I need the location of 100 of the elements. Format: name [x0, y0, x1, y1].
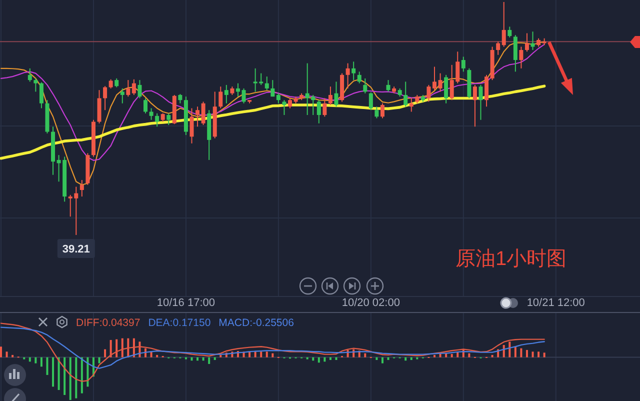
candlestick: [368, 92, 373, 111]
candlestick: [166, 112, 171, 126]
bar: [121, 338, 124, 358]
bar: [450, 354, 453, 358]
candlestick: [513, 34, 518, 72]
candlestick: [524, 32, 529, 52]
candlestick: [316, 100, 321, 124]
bar: [0, 346, 2, 358]
x-tick-label: 10/20 02:00: [342, 297, 400, 309]
bar: [324, 357, 326, 362]
bar: [208, 357, 210, 364]
candlestick: [484, 74, 489, 108]
candlestick: [39, 82, 44, 109]
bar: [110, 340, 112, 358]
bar: [526, 350, 528, 358]
x-tick-label: 10/21 12:00: [526, 297, 585, 309]
candlestick: [502, 2, 506, 48]
candlestick: [218, 86, 223, 109]
candlestick: [236, 82, 240, 98]
candlestick: [432, 66, 436, 91]
candlestick: [386, 80, 390, 92]
candlestick: [444, 74, 448, 104]
bar: [491, 354, 494, 358]
bar: [104, 349, 106, 358]
bar: [40, 357, 42, 367]
candlestick: [242, 88, 246, 104]
text: 原油1小时图: [455, 248, 567, 270]
series-label: DIFF:0.04397: [76, 317, 140, 329]
bar: [98, 357, 100, 364]
bar: [254, 352, 256, 358]
bar: [34, 357, 37, 364]
bar: [266, 352, 268, 358]
candlestick: [276, 92, 280, 104]
bar: [220, 354, 222, 358]
candlestick: [126, 80, 130, 98]
candlestick: [264, 76, 269, 91]
candlestick: [346, 62, 350, 89]
candlestick: [357, 71, 362, 84]
candlestick: [322, 98, 327, 118]
bar: [58, 357, 60, 390]
candlestick: [472, 84, 477, 128]
candlestick: [404, 81, 408, 108]
candlestick: [461, 56, 466, 72]
candlestick: [374, 106, 379, 119]
candlestick: [519, 46, 524, 69]
candlestick: [155, 112, 160, 128]
x-tick-label: 10/16 17:00: [156, 297, 216, 309]
candlestick: [508, 26, 512, 38]
bar: [410, 357, 412, 360]
bar: [318, 357, 320, 363]
bar: [46, 357, 48, 375]
bar: [214, 357, 216, 360]
bar: [12, 354, 14, 358]
bar: [514, 346, 516, 358]
bar: [28, 357, 31, 362]
candlestick: [352, 61, 356, 81]
bar: [260, 352, 262, 358]
candlestick: [270, 80, 275, 98]
bar: [52, 357, 54, 387]
candlestick: [149, 108, 154, 120]
candlestick: [120, 88, 124, 104]
bar: [502, 344, 505, 358]
candlestick: [144, 98, 148, 114]
bar: [538, 352, 540, 358]
candlestick: [363, 78, 368, 94]
bar: [75, 357, 78, 398]
candlestick: [409, 98, 414, 112]
annotation: MACD:-0.25506: [218, 317, 294, 329]
candlestick: [196, 106, 200, 128]
candlestick: [288, 98, 292, 109]
candlestick: [190, 108, 194, 144]
bar: [543, 352, 546, 358]
annotation: 39.21: [62, 243, 90, 256]
candlestick: [138, 80, 142, 99]
candlestick: [80, 179, 84, 198]
candlestick: [97, 90, 102, 124]
bar: [156, 354, 158, 358]
candlestick: [496, 41, 500, 56]
candlestick: [478, 84, 483, 120]
bar: [532, 352, 534, 358]
candlestick: [103, 86, 108, 111]
bar: [520, 348, 522, 358]
candlestick: [282, 100, 286, 116]
bar: [508, 342, 511, 358]
candlestick: [426, 84, 431, 102]
candlestick: [132, 78, 136, 96]
candlestick: [201, 101, 206, 126]
bar: [69, 357, 72, 400]
bar: [335, 357, 338, 360]
candlestick: [28, 68, 32, 82]
bar: [64, 357, 66, 395]
candlestick: [224, 84, 228, 104]
candlestick: [380, 102, 384, 119]
bar: [329, 357, 332, 360]
candlestick: [108, 78, 113, 89]
candlestick: [530, 31, 535, 50]
bar: [80, 357, 83, 394]
bar: [272, 353, 274, 358]
bar: [381, 357, 384, 364]
bar: [376, 357, 378, 360]
